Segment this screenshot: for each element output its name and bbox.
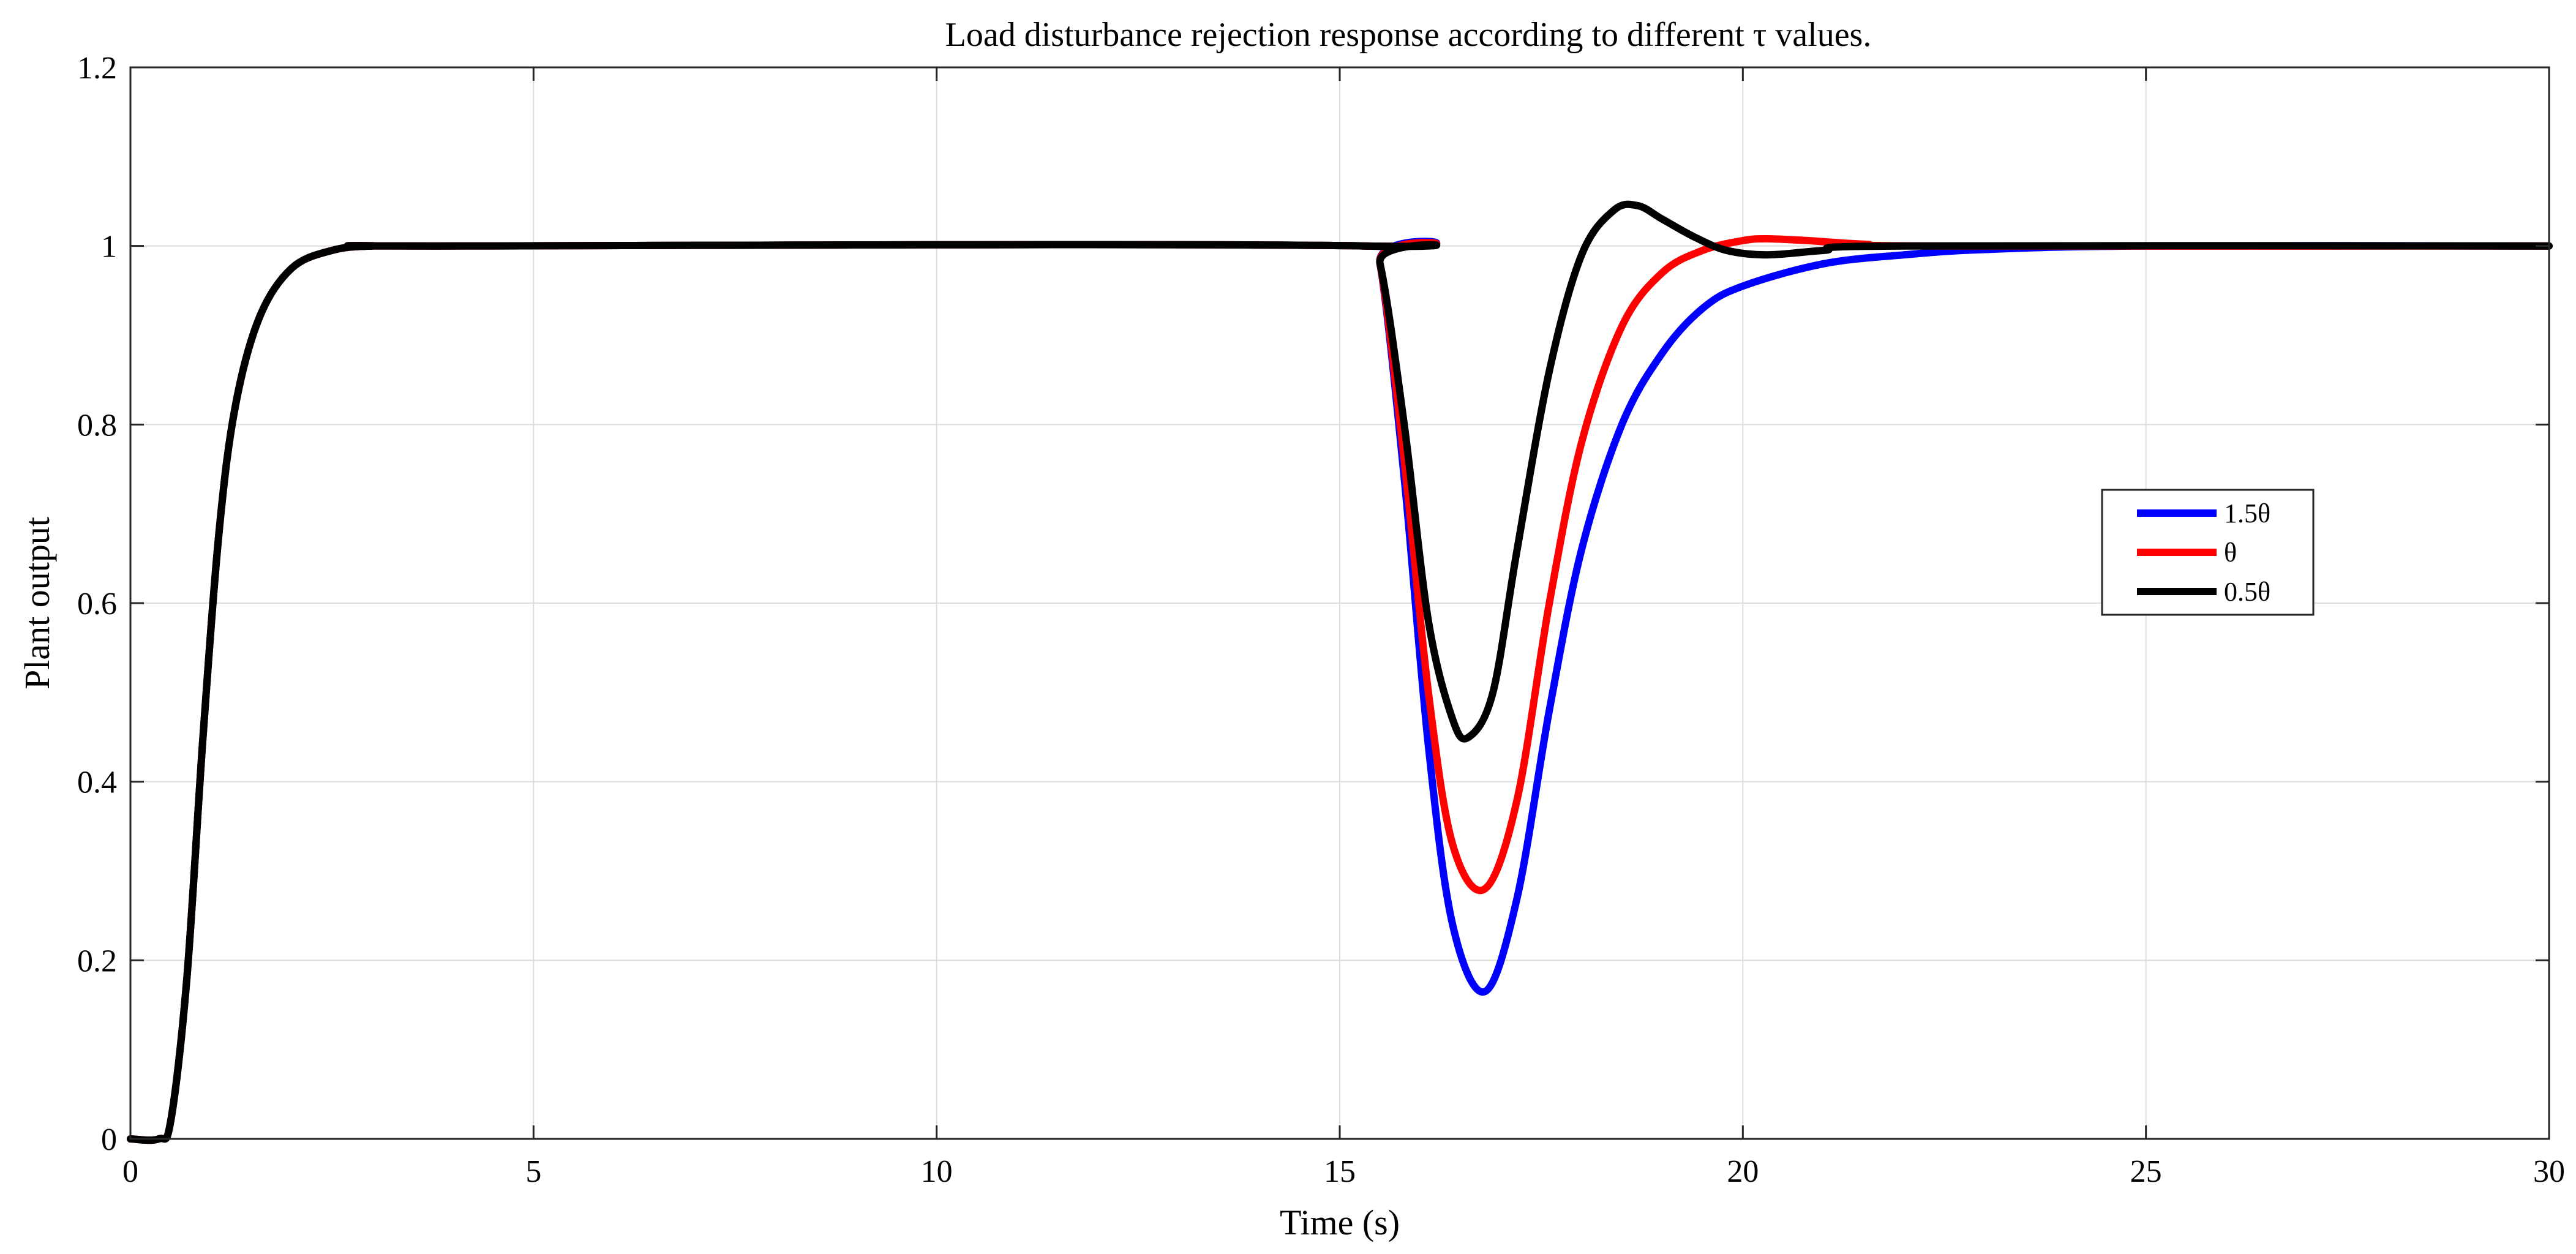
x-tick-label: 0: [122, 1154, 138, 1189]
y-tick-label: 1.2: [77, 51, 117, 86]
y-tick-label: 0.6: [77, 587, 117, 621]
y-axis-label: Plant output: [17, 517, 57, 689]
legend-label-1: θ: [2224, 538, 2237, 568]
x-tick-label: 5: [525, 1154, 541, 1189]
x-tick-label: 20: [1727, 1154, 1759, 1189]
x-tick-label: 25: [2130, 1154, 2162, 1189]
y-tick-label: 1: [101, 230, 117, 265]
y-tick-label: 0: [101, 1122, 117, 1157]
legend-label-0: 1.5θ: [2224, 498, 2270, 528]
x-axis-label: Time (s): [1280, 1203, 1400, 1242]
y-tick-label: 0.2: [77, 944, 117, 978]
x-tick-label: 15: [1324, 1154, 1356, 1189]
chart-title: Load disturbance rejection response acco…: [945, 16, 1872, 54]
legend: 1.5θ θ 0.5θ: [2101, 489, 2315, 616]
x-tick-label: 30: [2533, 1154, 2565, 1189]
y-tick-label: 0.4: [77, 765, 117, 800]
axis-ticks: 0 5 10 15 20 25 30 0 0.2 0.4 0.6 0.8 1 1.2: [77, 51, 2565, 1189]
y-tick-label: 0.8: [77, 408, 117, 443]
series-line-2: [127, 200, 2553, 1144]
plot-lines: [127, 200, 2553, 1144]
x-tick-label: 10: [921, 1154, 953, 1189]
legend-label-2: 0.5θ: [2224, 577, 2270, 607]
